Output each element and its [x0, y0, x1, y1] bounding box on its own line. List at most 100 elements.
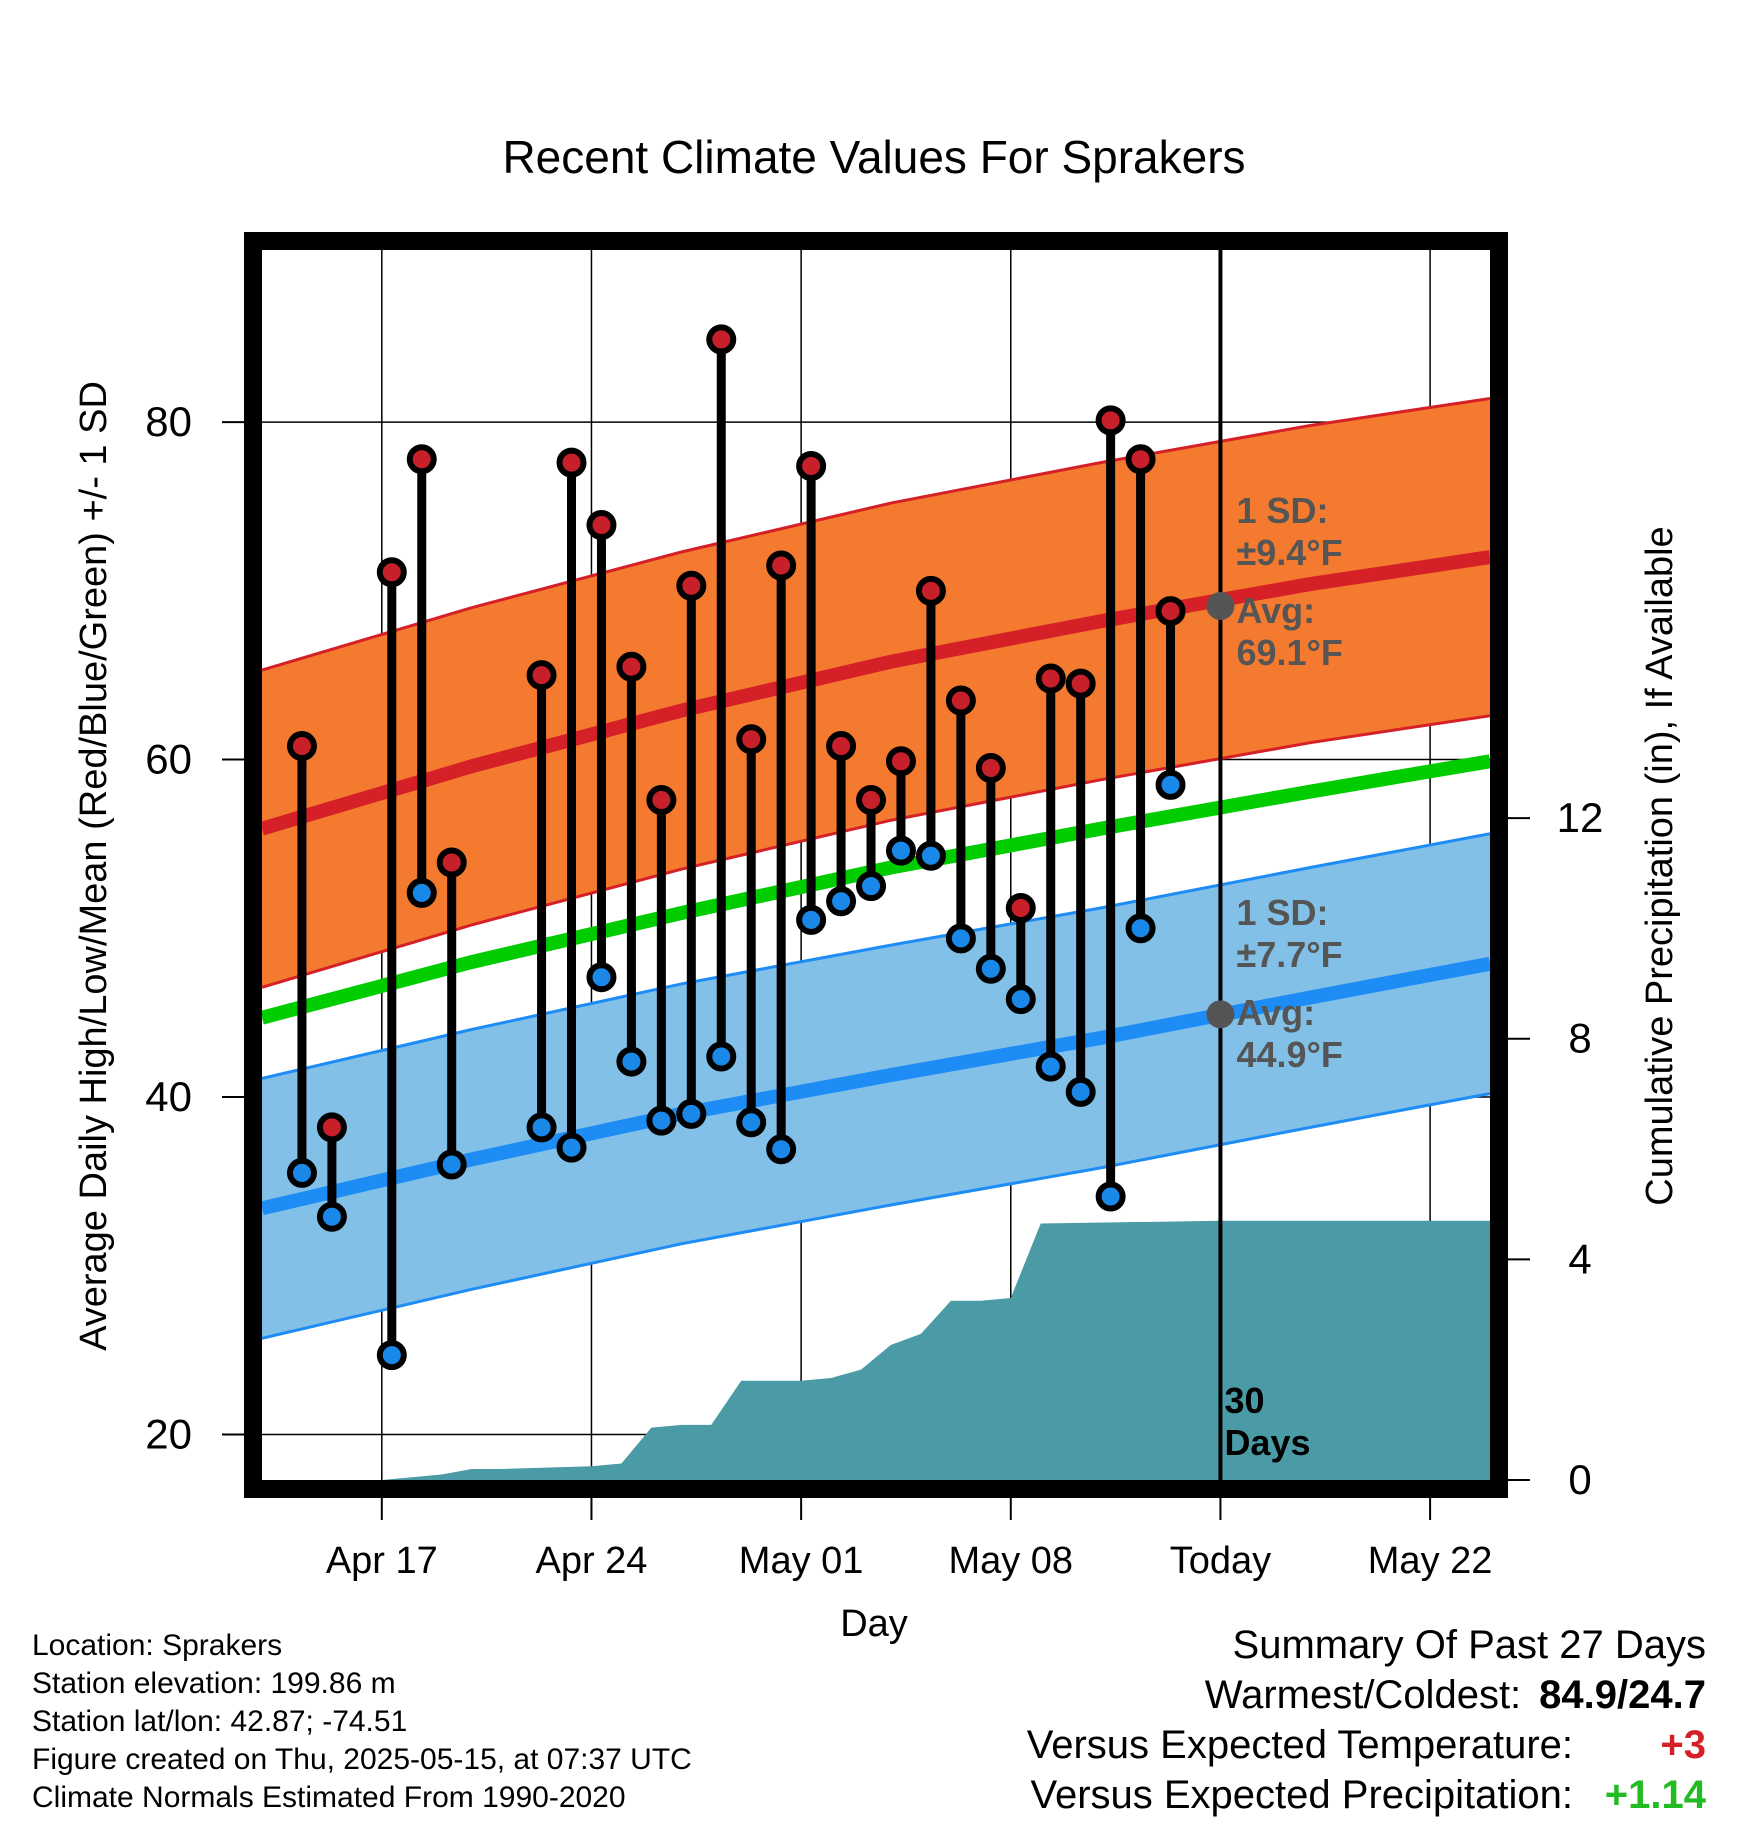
daily-high-point [646, 785, 677, 816]
daily-low-point [706, 1041, 737, 1072]
daily-high-point [1125, 444, 1156, 475]
y2-tick-label: 0 [1568, 1456, 1591, 1503]
y2-tick-label: 4 [1568, 1235, 1591, 1282]
daily-high-point [766, 550, 797, 581]
y-axis-label: Average Daily High/Low/Mean (Red/Blue/Gr… [73, 381, 115, 1351]
daily-low-point [1035, 1051, 1066, 1082]
x-tick-label: Today [1170, 1540, 1271, 1582]
summary-title: Summary Of Past 27 Days [1232, 1623, 1706, 1667]
daily-high-point [1005, 893, 1036, 924]
daily-low-point [826, 886, 857, 917]
high-sd-value: ±9.4°F [1236, 532, 1342, 573]
today-low-avg-marker [1206, 1000, 1235, 1029]
precip-label: Versus Expected Precipitation: [1030, 1773, 1573, 1817]
axes: 20 40 60 80 0 4 8 12 Apr 17 Apr 24 May 01 May 08 Tod… [145, 232, 1604, 1582]
y2-tick-label: 8 [1568, 1015, 1591, 1062]
low-sd-label: 1 SD: [1236, 892, 1328, 933]
daily-high-point [945, 685, 976, 716]
daily-low-point [406, 877, 437, 908]
daily-high-point [676, 570, 707, 601]
high-sd-band-lower-edge [262, 714, 1490, 989]
station-info: Location: Sprakers Station elevation: 19… [32, 1627, 692, 1817]
summary-precip: Versus Expected Precipitation: +1.14 [1027, 1770, 1706, 1820]
daily-low-point [1155, 769, 1186, 800]
daily-high-point [316, 1112, 347, 1143]
daily-high-point [885, 746, 916, 777]
daily-low-point [736, 1107, 767, 1138]
daily-high-point [856, 785, 887, 816]
high-normal-line [262, 550, 1490, 836]
y2-tick-label: 12 [1557, 794, 1604, 841]
daily-low-point [885, 835, 916, 866]
daily-high-point [826, 731, 857, 762]
daily-high-point [556, 447, 587, 478]
daily-high-point [526, 660, 557, 691]
low-sd-value: ±7.7°F [1236, 934, 1342, 975]
daily-low-point [436, 1149, 467, 1180]
temp-value: +3 [1660, 1723, 1706, 1767]
daily-low-point [945, 923, 976, 954]
daily-high-point [1065, 668, 1096, 699]
daily-low-point [316, 1201, 347, 1232]
daily-high-point [286, 731, 317, 762]
daily-low-point [766, 1134, 797, 1165]
daily-high-point [406, 444, 437, 475]
days-word-label: Days [1224, 1422, 1310, 1463]
x-tick-label: May 01 [739, 1540, 864, 1582]
y2-axis-label: Cumulative Precipitation (in), If Availa… [1639, 526, 1681, 1205]
x-tick-label: Apr 17 [326, 1540, 438, 1582]
low-normal-line [262, 956, 1490, 1216]
warm-cold-value: 84.9/24.7 [1539, 1673, 1706, 1717]
high-sd-label: 1 SD: [1236, 490, 1328, 531]
y-tick-label: 80 [145, 398, 192, 445]
created-text: Figure created on Thu, 2025-05-15, at 07… [32, 1743, 692, 1776]
high-avg-value: 69.1°F [1236, 632, 1342, 673]
daily-high-point [736, 724, 767, 755]
daily-low-point [796, 904, 827, 935]
daily-low-point [586, 962, 617, 993]
daily-low-point [856, 871, 887, 902]
summary-panel: Summary Of Past 27 Days Warmest/Coldest:… [1027, 1620, 1706, 1820]
summary-temp: Versus Expected Temperature: +3 [1027, 1720, 1706, 1770]
daily-low-point [975, 953, 1006, 984]
temp-label: Versus Expected Temperature: [1026, 1723, 1573, 1767]
daily-low-point [915, 840, 946, 871]
chart-title: Recent Climate Values For Sprakers [502, 131, 1245, 183]
low-sd-band-lower-edge [262, 1092, 1490, 1340]
y-tick-label: 20 [145, 1410, 192, 1457]
daily-low-point [1005, 984, 1036, 1015]
daily-high-point [436, 847, 467, 878]
low-avg-label: Avg: [1236, 992, 1315, 1033]
daily-high-point [1155, 596, 1186, 627]
summary-warm-cold: Warmest/Coldest: 84.9/24.7 [1027, 1670, 1706, 1720]
x-tick-label: May 22 [1368, 1540, 1493, 1582]
daily-low-point [1065, 1076, 1096, 1107]
y-tick-label: 60 [145, 736, 192, 783]
daily-low-point [646, 1105, 677, 1136]
x-tick-label: Apr 24 [535, 1540, 647, 1582]
location-text: Location: Sprakers [32, 1629, 283, 1662]
high-avg-label: Avg: [1236, 590, 1315, 631]
daily-high-point [616, 651, 647, 682]
warm-cold-label: Warmest/Coldest: [1204, 1673, 1522, 1717]
daily-low-point [376, 1340, 407, 1371]
daily-low-point [286, 1157, 317, 1188]
low-avg-value: 44.9°F [1236, 1034, 1342, 1075]
elevation-text: Station elevation: 199.86 m [32, 1667, 396, 1700]
daily-high-point [1095, 405, 1126, 436]
today-high-avg-marker [1206, 592, 1235, 621]
daily-high-point [975, 752, 1006, 783]
normals-text: Climate Normals Estimated From 1990-2020 [32, 1781, 626, 1814]
daily-low-point [526, 1112, 557, 1143]
precip-area [262, 1220, 1490, 1480]
mean-normal-line [262, 754, 1490, 1025]
daily-high-point [1035, 663, 1066, 694]
daily-low-point [1125, 913, 1156, 944]
plot-frame [244, 232, 1508, 1498]
low-sd-band-upper-edge [262, 832, 1490, 1080]
latlon-text: Station lat/lon: 42.87; -74.51 [32, 1705, 408, 1738]
daily-high-point [796, 450, 827, 481]
high-sd-band-upper-edge [262, 396, 1490, 672]
